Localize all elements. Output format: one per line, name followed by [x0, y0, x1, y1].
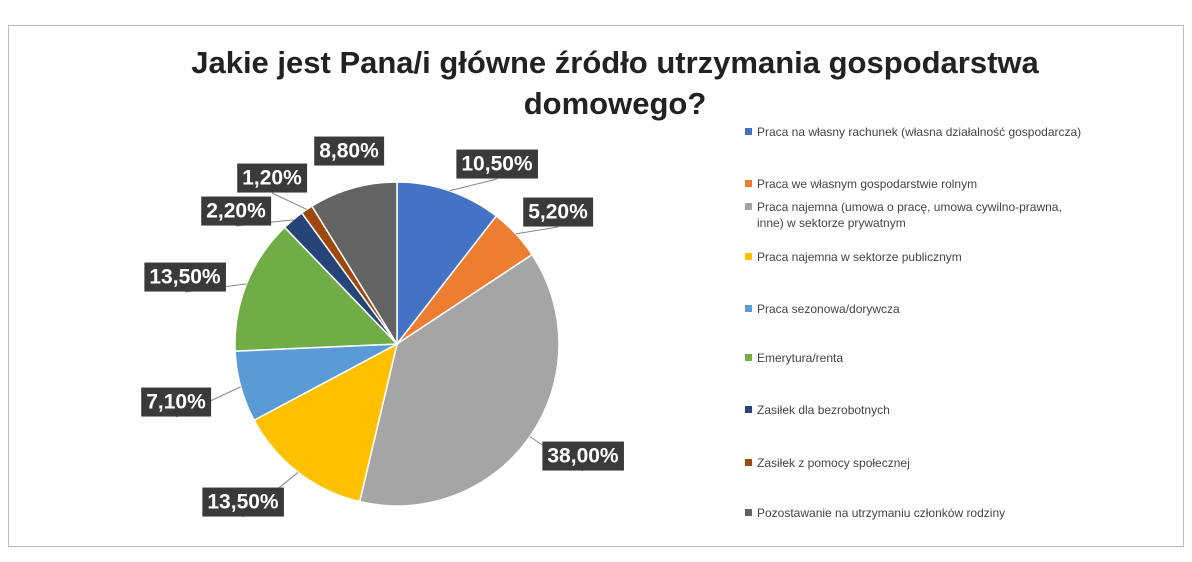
data-label-group: 13,50% — [144, 262, 226, 292]
legend-entry: Praca sezonowa/dorywcza — [745, 301, 1087, 317]
data-label-box — [237, 163, 308, 193]
data-label: 5,20% — [528, 201, 588, 224]
legend-swatch — [745, 253, 752, 260]
legend-swatch — [745, 509, 752, 516]
legend-label: Praca na własny rachunek (własna działal… — [757, 125, 1082, 139]
data-label-group: 10,50% — [456, 149, 538, 179]
legend-swatch — [745, 180, 752, 187]
data-label: 2,20% — [206, 200, 266, 223]
legend-swatch — [745, 305, 752, 312]
data-label-box — [523, 197, 594, 227]
data-label: 7,10% — [146, 391, 206, 414]
data-label-group: 13,50% — [202, 487, 284, 517]
legend-label: Praca najemna (umowa o pracę, umowa cywi… — [757, 200, 1062, 230]
pie-slice — [396, 181, 498, 347]
legend-label: Zasiłek z pomocy społecznej — [757, 456, 910, 470]
chart-frame — [8, 25, 1184, 547]
data-label-box — [202, 487, 284, 517]
data-label-group: 7,10% — [141, 387, 212, 417]
pie-slice — [234, 226, 399, 352]
pie-slice — [253, 342, 399, 503]
legend-entry: Zasiłek dla bezrobotnych — [745, 402, 1087, 418]
legend-entry: Pozostawanie na utrzymaniu członków rodz… — [745, 505, 1087, 521]
legend-entry: Zasiłek z pomocy społecznej — [745, 455, 1087, 471]
data-label: 13,50% — [207, 491, 279, 514]
legend-label: Pozostawanie na utrzymaniu członków rodz… — [757, 506, 1006, 520]
leader-line — [515, 226, 559, 235]
data-label-group: 38,00% — [542, 441, 624, 471]
legend-label: Praca najemna w sektorze publicznym — [757, 250, 962, 264]
data-label: 38,00% — [547, 445, 619, 468]
legend-swatch — [745, 459, 752, 466]
legend-label: Praca sezonowa/dorywcza — [757, 302, 900, 316]
data-label-box — [201, 196, 272, 226]
data-label: 10,50% — [461, 153, 533, 176]
pie-slice — [310, 181, 398, 347]
legend-entry: Praca na własny rachunek (własna działal… — [745, 124, 1087, 140]
leader-line — [449, 178, 498, 192]
legend-label: Zasiłek dla bezrobotnych — [757, 403, 890, 417]
data-label-group: 1,20% — [237, 163, 308, 193]
legend-label: Emerytura/renta — [757, 351, 844, 365]
legend-swatch — [745, 128, 752, 135]
legend-entry: Praca najemna w sektorze publicznym — [745, 249, 1087, 265]
legend-swatch — [745, 406, 752, 413]
data-label-box — [144, 262, 226, 292]
pie-slice — [358, 253, 560, 507]
data-label: 13,50% — [149, 266, 221, 289]
data-label-group: 8,80% — [314, 136, 385, 166]
legend-entry: Emerytura/renta — [745, 350, 1087, 366]
data-label: 8,80% — [319, 140, 379, 163]
data-label-box — [542, 441, 624, 471]
leader-line — [271, 192, 307, 210]
data-label: 1,20% — [242, 167, 302, 190]
legend-swatch — [745, 354, 752, 361]
legend-swatch — [745, 203, 752, 210]
legend-entry: Praca we własnym gospodarstwie rolnym — [745, 176, 1087, 192]
data-label-box — [141, 387, 212, 417]
legend-entry: Praca najemna (umowa o pracę, umowa cywi… — [745, 199, 1087, 231]
chart-title: Jakie jest Pana/i główne źródło utrzyman… — [191, 45, 1039, 121]
data-label-box — [314, 136, 385, 166]
data-label-group: 5,20% — [523, 197, 594, 227]
legend-label: Praca we własnym gospodarstwie rolnym — [757, 177, 978, 191]
data-label-group: 2,20% — [201, 196, 272, 226]
data-label-box — [456, 149, 538, 179]
